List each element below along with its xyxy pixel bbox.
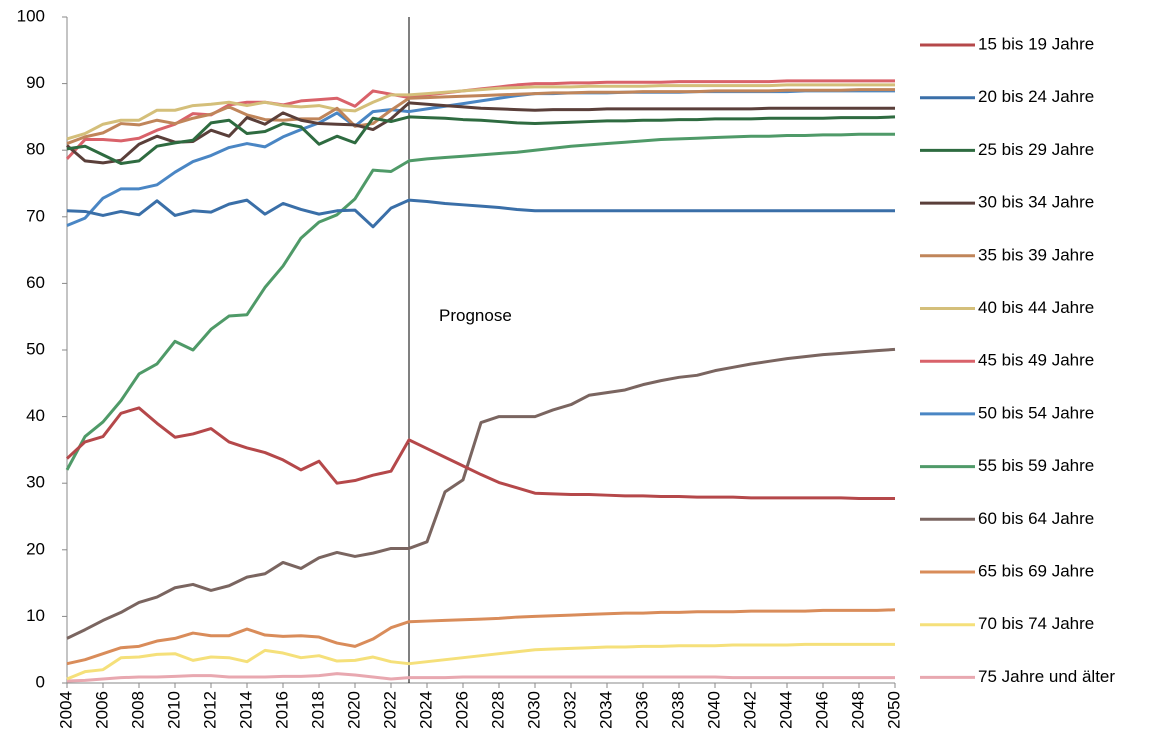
- series-line: [66, 642, 895, 681]
- y-tick-label: 20: [26, 539, 45, 558]
- series-line: [66, 88, 895, 145]
- x-tick-label: 2038: [668, 691, 687, 729]
- x-tick-label: 2008: [128, 691, 147, 729]
- legend-label: 75 Jahre und älter: [978, 667, 1115, 686]
- legend-label: 35 bis 39 Jahre: [978, 245, 1094, 264]
- series-line: [66, 672, 895, 683]
- legend-label: 25 bis 29 Jahre: [978, 140, 1094, 159]
- series-line: [65, 406, 895, 501]
- y-tick-label: 80: [26, 140, 45, 159]
- x-tick-label: 2050: [884, 691, 903, 729]
- legend-label: 45 bis 49 Jahre: [978, 351, 1094, 370]
- y-tick-label: 0: [36, 672, 45, 691]
- x-tick-label: 2032: [560, 691, 579, 729]
- x-tick-label: 2048: [848, 691, 867, 729]
- x-tick-label: 2014: [236, 691, 255, 729]
- x-tick-label: 2036: [632, 691, 651, 729]
- series-line: [66, 198, 895, 229]
- legend-label: 55 bis 59 Jahre: [978, 456, 1094, 475]
- x-tick-label: 2016: [272, 691, 291, 729]
- y-tick-label: 90: [26, 73, 45, 92]
- y-tick-label: 60: [26, 273, 45, 292]
- y-tick-label: 100: [17, 6, 45, 25]
- legend-label: 60 bis 64 Jahre: [978, 509, 1094, 528]
- y-tick-label: 70: [26, 206, 45, 225]
- legend-label: 40 bis 44 Jahre: [978, 298, 1094, 317]
- x-tick-label: 2030: [524, 691, 543, 729]
- legend-label: 70 bis 74 Jahre: [978, 614, 1094, 633]
- x-tick-label: 2006: [92, 691, 111, 729]
- x-tick-label: 2042: [740, 691, 759, 729]
- x-tick-label: 2028: [488, 691, 507, 729]
- x-tick-label: 2046: [812, 691, 831, 729]
- x-tick-label: 2040: [704, 691, 723, 729]
- x-tick-label: 2022: [380, 691, 399, 729]
- x-tick-label: 2010: [164, 691, 183, 729]
- legend-label: 65 bis 69 Jahre: [978, 561, 1094, 580]
- series-line: [66, 115, 896, 166]
- series-line: [66, 347, 896, 640]
- series-line: [66, 101, 895, 165]
- x-tick-label: 2034: [596, 691, 615, 729]
- x-tick-label: 2004: [56, 691, 75, 729]
- series-line: [65, 132, 895, 471]
- x-tick-label: 2024: [416, 691, 435, 729]
- legend-label: 50 bis 54 Jahre: [978, 403, 1094, 422]
- x-tick-label: 2018: [308, 691, 327, 729]
- series-line: [66, 608, 896, 666]
- y-tick-label: 30: [26, 473, 45, 492]
- x-tick-label: 2044: [776, 691, 795, 729]
- x-tick-label: 2012: [200, 691, 219, 729]
- y-tick-label: 10: [26, 606, 45, 625]
- legend-label: 20 bis 24 Jahre: [978, 87, 1094, 106]
- annotation: Prognose: [439, 306, 512, 325]
- x-tick-label: 2026: [452, 691, 471, 729]
- legend-label: 30 bis 34 Jahre: [978, 193, 1094, 212]
- y-tick-label: 40: [26, 406, 45, 425]
- series-line: [66, 83, 895, 141]
- x-tick-label: 2020: [344, 691, 363, 729]
- y-tick-label: 50: [26, 339, 45, 358]
- legend-label: 15 bis 19 Jahre: [978, 34, 1094, 53]
